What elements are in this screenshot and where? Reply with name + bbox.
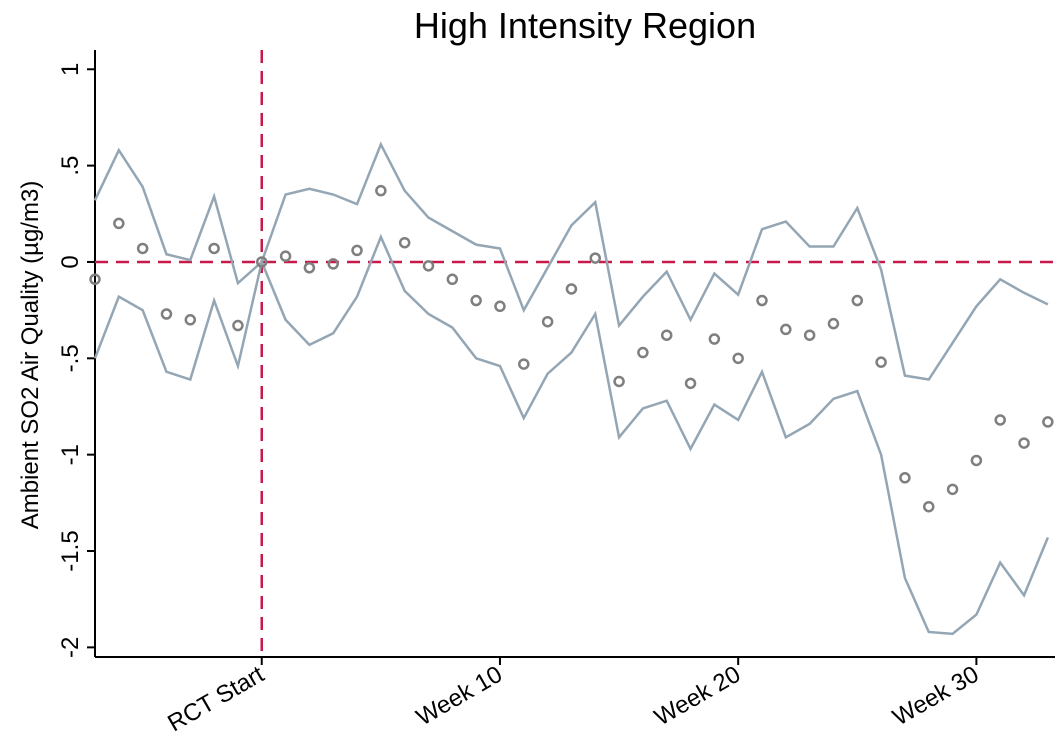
estimate-point [780, 323, 792, 336]
plot-area: 1 .5 0 -.5 -1 -1.5 -2 RCT Start Week 10 Week 20 We… [57, 50, 1055, 737]
lower-ci-line [93, 233, 1050, 636]
chart-title: High Intensity Region [414, 5, 756, 46]
x-tick-label: Week 10 [412, 661, 507, 732]
estimate-point [1018, 437, 1030, 449]
estimate-point [470, 294, 482, 307]
estimate-point [827, 317, 840, 330]
estimate-point [851, 294, 864, 307]
estimate-point [113, 217, 125, 230]
y-axis-label: Ambient SO2 Air Quality (µg/m3) [17, 181, 44, 530]
y-tick-label: -.5 [57, 344, 84, 372]
y-tick-label: -1.5 [57, 530, 84, 571]
y-tick-label: .5 [57, 156, 84, 176]
estimate-point [565, 283, 578, 295]
estimate-point [160, 308, 173, 320]
estimate-point [899, 472, 911, 484]
x-tick-label: RCT Start [163, 661, 269, 738]
y-tick-label: 0 [57, 255, 84, 268]
estimate-point [208, 242, 220, 255]
estimate-point [89, 273, 101, 286]
estimate-point [684, 377, 697, 390]
x-tick-label: Week 30 [888, 661, 983, 732]
x-tick-label: Week 20 [650, 661, 745, 732]
estimate-point [922, 500, 935, 513]
estimate-point [232, 319, 244, 332]
upper-ci-line [93, 141, 1049, 381]
estimate-point [637, 346, 649, 359]
estimate-point [446, 273, 459, 286]
estimate-point [136, 242, 149, 255]
estimate-point [541, 315, 554, 328]
estimate-point [732, 352, 744, 365]
estimate-point [422, 260, 435, 272]
estimate-point [279, 250, 292, 262]
estimate-point [946, 483, 959, 496]
y-tick-label: -1 [57, 444, 84, 465]
estimate-point [375, 184, 387, 197]
estimate-point [589, 252, 601, 264]
y-tick-label: -2 [57, 637, 84, 658]
estimate-point [398, 236, 411, 249]
estimate-point [708, 333, 721, 345]
estimate-point [970, 454, 983, 467]
estimate-point [613, 375, 625, 388]
estimate-point [351, 244, 363, 257]
estimate-point [803, 329, 816, 341]
estimate-point [875, 356, 887, 368]
estimate-point [1042, 416, 1054, 428]
estimate-point [660, 329, 673, 341]
estimate-point [756, 294, 768, 307]
estimate-point [994, 414, 1006, 426]
estimate-point [518, 358, 530, 370]
estimate-point [327, 258, 339, 270]
estimate-point [184, 314, 197, 326]
estimate-point [494, 300, 506, 313]
y-tick-label: 1 [57, 63, 84, 76]
estimate-point [255, 256, 268, 268]
estimate-point [303, 261, 316, 274]
